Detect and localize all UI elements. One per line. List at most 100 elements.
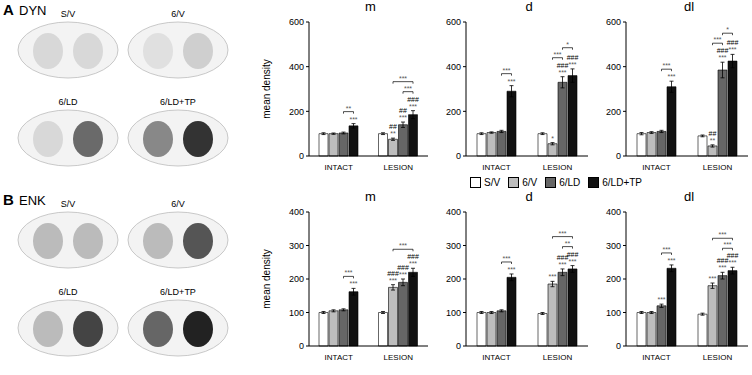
svg-text:###: ### bbox=[407, 253, 419, 260]
svg-text:***: *** bbox=[399, 242, 407, 249]
svg-text:**: ** bbox=[565, 240, 571, 247]
svg-text:***: *** bbox=[409, 103, 417, 110]
svg-text:0: 0 bbox=[456, 151, 461, 161]
svg-text:###: ### bbox=[557, 62, 569, 69]
svg-text:***: *** bbox=[507, 266, 515, 273]
svg-text:***: *** bbox=[344, 269, 352, 276]
svg-text:6/V: 6/V bbox=[171, 9, 185, 19]
svg-text:**: ** bbox=[346, 105, 352, 112]
svg-text:400: 400 bbox=[606, 62, 621, 72]
svg-text:S/V: S/V bbox=[61, 9, 76, 19]
svg-text:mean density: mean density bbox=[261, 59, 272, 118]
svg-text:A: A bbox=[3, 1, 14, 18]
svg-text:DYN: DYN bbox=[19, 3, 46, 18]
svg-text:***: *** bbox=[728, 259, 736, 266]
svg-text:***: *** bbox=[667, 73, 675, 80]
svg-text:300: 300 bbox=[606, 241, 621, 251]
svg-text:200: 200 bbox=[606, 107, 621, 117]
svg-text:***: *** bbox=[399, 75, 407, 82]
svg-text:400: 400 bbox=[289, 207, 304, 217]
svg-text:***: *** bbox=[662, 62, 670, 69]
svg-text:***: *** bbox=[389, 277, 397, 284]
svg-text:ENK: ENK bbox=[19, 193, 46, 208]
svg-text:100: 100 bbox=[289, 308, 304, 318]
svg-text:200: 200 bbox=[446, 107, 461, 117]
svg-text:***: *** bbox=[399, 114, 407, 121]
svg-text:INTACT: INTACT bbox=[642, 163, 670, 172]
svg-text:LESION: LESION bbox=[543, 353, 573, 362]
svg-text:100: 100 bbox=[606, 308, 621, 318]
svg-text:***: *** bbox=[548, 273, 556, 280]
svg-text:200: 200 bbox=[289, 107, 304, 117]
svg-text:***: *** bbox=[568, 61, 576, 68]
svg-text:***: *** bbox=[558, 261, 566, 268]
svg-text:***: *** bbox=[657, 296, 665, 303]
svg-text:0: 0 bbox=[616, 151, 621, 161]
svg-text:INTACT: INTACT bbox=[642, 353, 670, 362]
svg-text:*: * bbox=[726, 26, 729, 33]
svg-text:###: ### bbox=[717, 47, 729, 54]
svg-text:0: 0 bbox=[299, 341, 304, 351]
svg-text:***: *** bbox=[662, 246, 670, 253]
svg-text:INTACT: INTACT bbox=[482, 353, 510, 362]
svg-text:6/LD+TP: 6/LD+TP bbox=[160, 287, 196, 297]
svg-text:LESION: LESION bbox=[703, 353, 733, 362]
svg-text:###: ### bbox=[397, 264, 409, 271]
svg-text:INTACT: INTACT bbox=[482, 163, 510, 172]
svg-text:*: * bbox=[551, 135, 554, 142]
svg-text:***: *** bbox=[553, 51, 561, 58]
svg-text:LESION: LESION bbox=[543, 163, 573, 172]
svg-text:INTACT: INTACT bbox=[325, 163, 353, 172]
svg-text:600: 600 bbox=[446, 17, 461, 27]
svg-text:400: 400 bbox=[446, 62, 461, 72]
svg-text:600: 600 bbox=[606, 17, 621, 27]
svg-text:***: *** bbox=[349, 280, 357, 287]
svg-text:B: B bbox=[3, 191, 14, 208]
svg-text:***: *** bbox=[718, 231, 726, 238]
svg-text:***: *** bbox=[667, 257, 675, 264]
svg-text:300: 300 bbox=[446, 241, 461, 251]
svg-text:***: *** bbox=[718, 54, 726, 61]
svg-text:0: 0 bbox=[299, 151, 304, 161]
svg-text:300: 300 bbox=[289, 241, 304, 251]
svg-text:###: ### bbox=[727, 252, 739, 259]
svg-text:**: ** bbox=[710, 137, 716, 144]
svg-text:**: ** bbox=[390, 130, 396, 137]
svg-text:***: *** bbox=[713, 36, 721, 43]
svg-text:*: * bbox=[566, 41, 569, 48]
svg-text:200: 200 bbox=[606, 274, 621, 284]
svg-text:400: 400 bbox=[446, 207, 461, 217]
svg-text:6/LD: 6/LD bbox=[58, 97, 78, 107]
svg-text:###: ### bbox=[567, 251, 579, 258]
svg-text:***: *** bbox=[404, 85, 412, 92]
svg-text:6/LD+TP: 6/LD+TP bbox=[160, 97, 196, 107]
svg-text:***: *** bbox=[558, 69, 566, 76]
svg-text:200: 200 bbox=[446, 274, 461, 284]
svg-text:6/V: 6/V bbox=[171, 199, 185, 209]
svg-text:S/V: S/V bbox=[61, 199, 76, 209]
svg-text:6/LD: 6/LD bbox=[58, 287, 78, 297]
svg-text:LESION: LESION bbox=[384, 353, 414, 362]
svg-text:***: *** bbox=[708, 275, 716, 282]
svg-text:***: *** bbox=[568, 258, 576, 265]
svg-text:###: ### bbox=[567, 54, 579, 61]
svg-text:***: *** bbox=[502, 67, 510, 74]
svg-text:***: *** bbox=[558, 230, 566, 237]
svg-text:mean density: mean density bbox=[261, 249, 272, 308]
svg-text:###: ### bbox=[407, 96, 419, 103]
svg-text:LESION: LESION bbox=[384, 163, 414, 172]
svg-text:600: 600 bbox=[289, 17, 304, 27]
svg-text:###: ### bbox=[727, 39, 739, 46]
svg-text:100: 100 bbox=[446, 308, 461, 318]
svg-text:##: ## bbox=[709, 130, 717, 137]
svg-text:***: *** bbox=[399, 271, 407, 278]
svg-text:***: *** bbox=[409, 260, 417, 267]
svg-text:***: *** bbox=[349, 116, 357, 123]
svg-text:0: 0 bbox=[456, 341, 461, 351]
svg-text:***: *** bbox=[723, 241, 731, 248]
svg-text:400: 400 bbox=[289, 62, 304, 72]
svg-text:***: *** bbox=[728, 46, 736, 53]
svg-text:##: ## bbox=[389, 123, 397, 130]
svg-text:INTACT: INTACT bbox=[325, 353, 353, 362]
svg-text:200: 200 bbox=[289, 274, 304, 284]
